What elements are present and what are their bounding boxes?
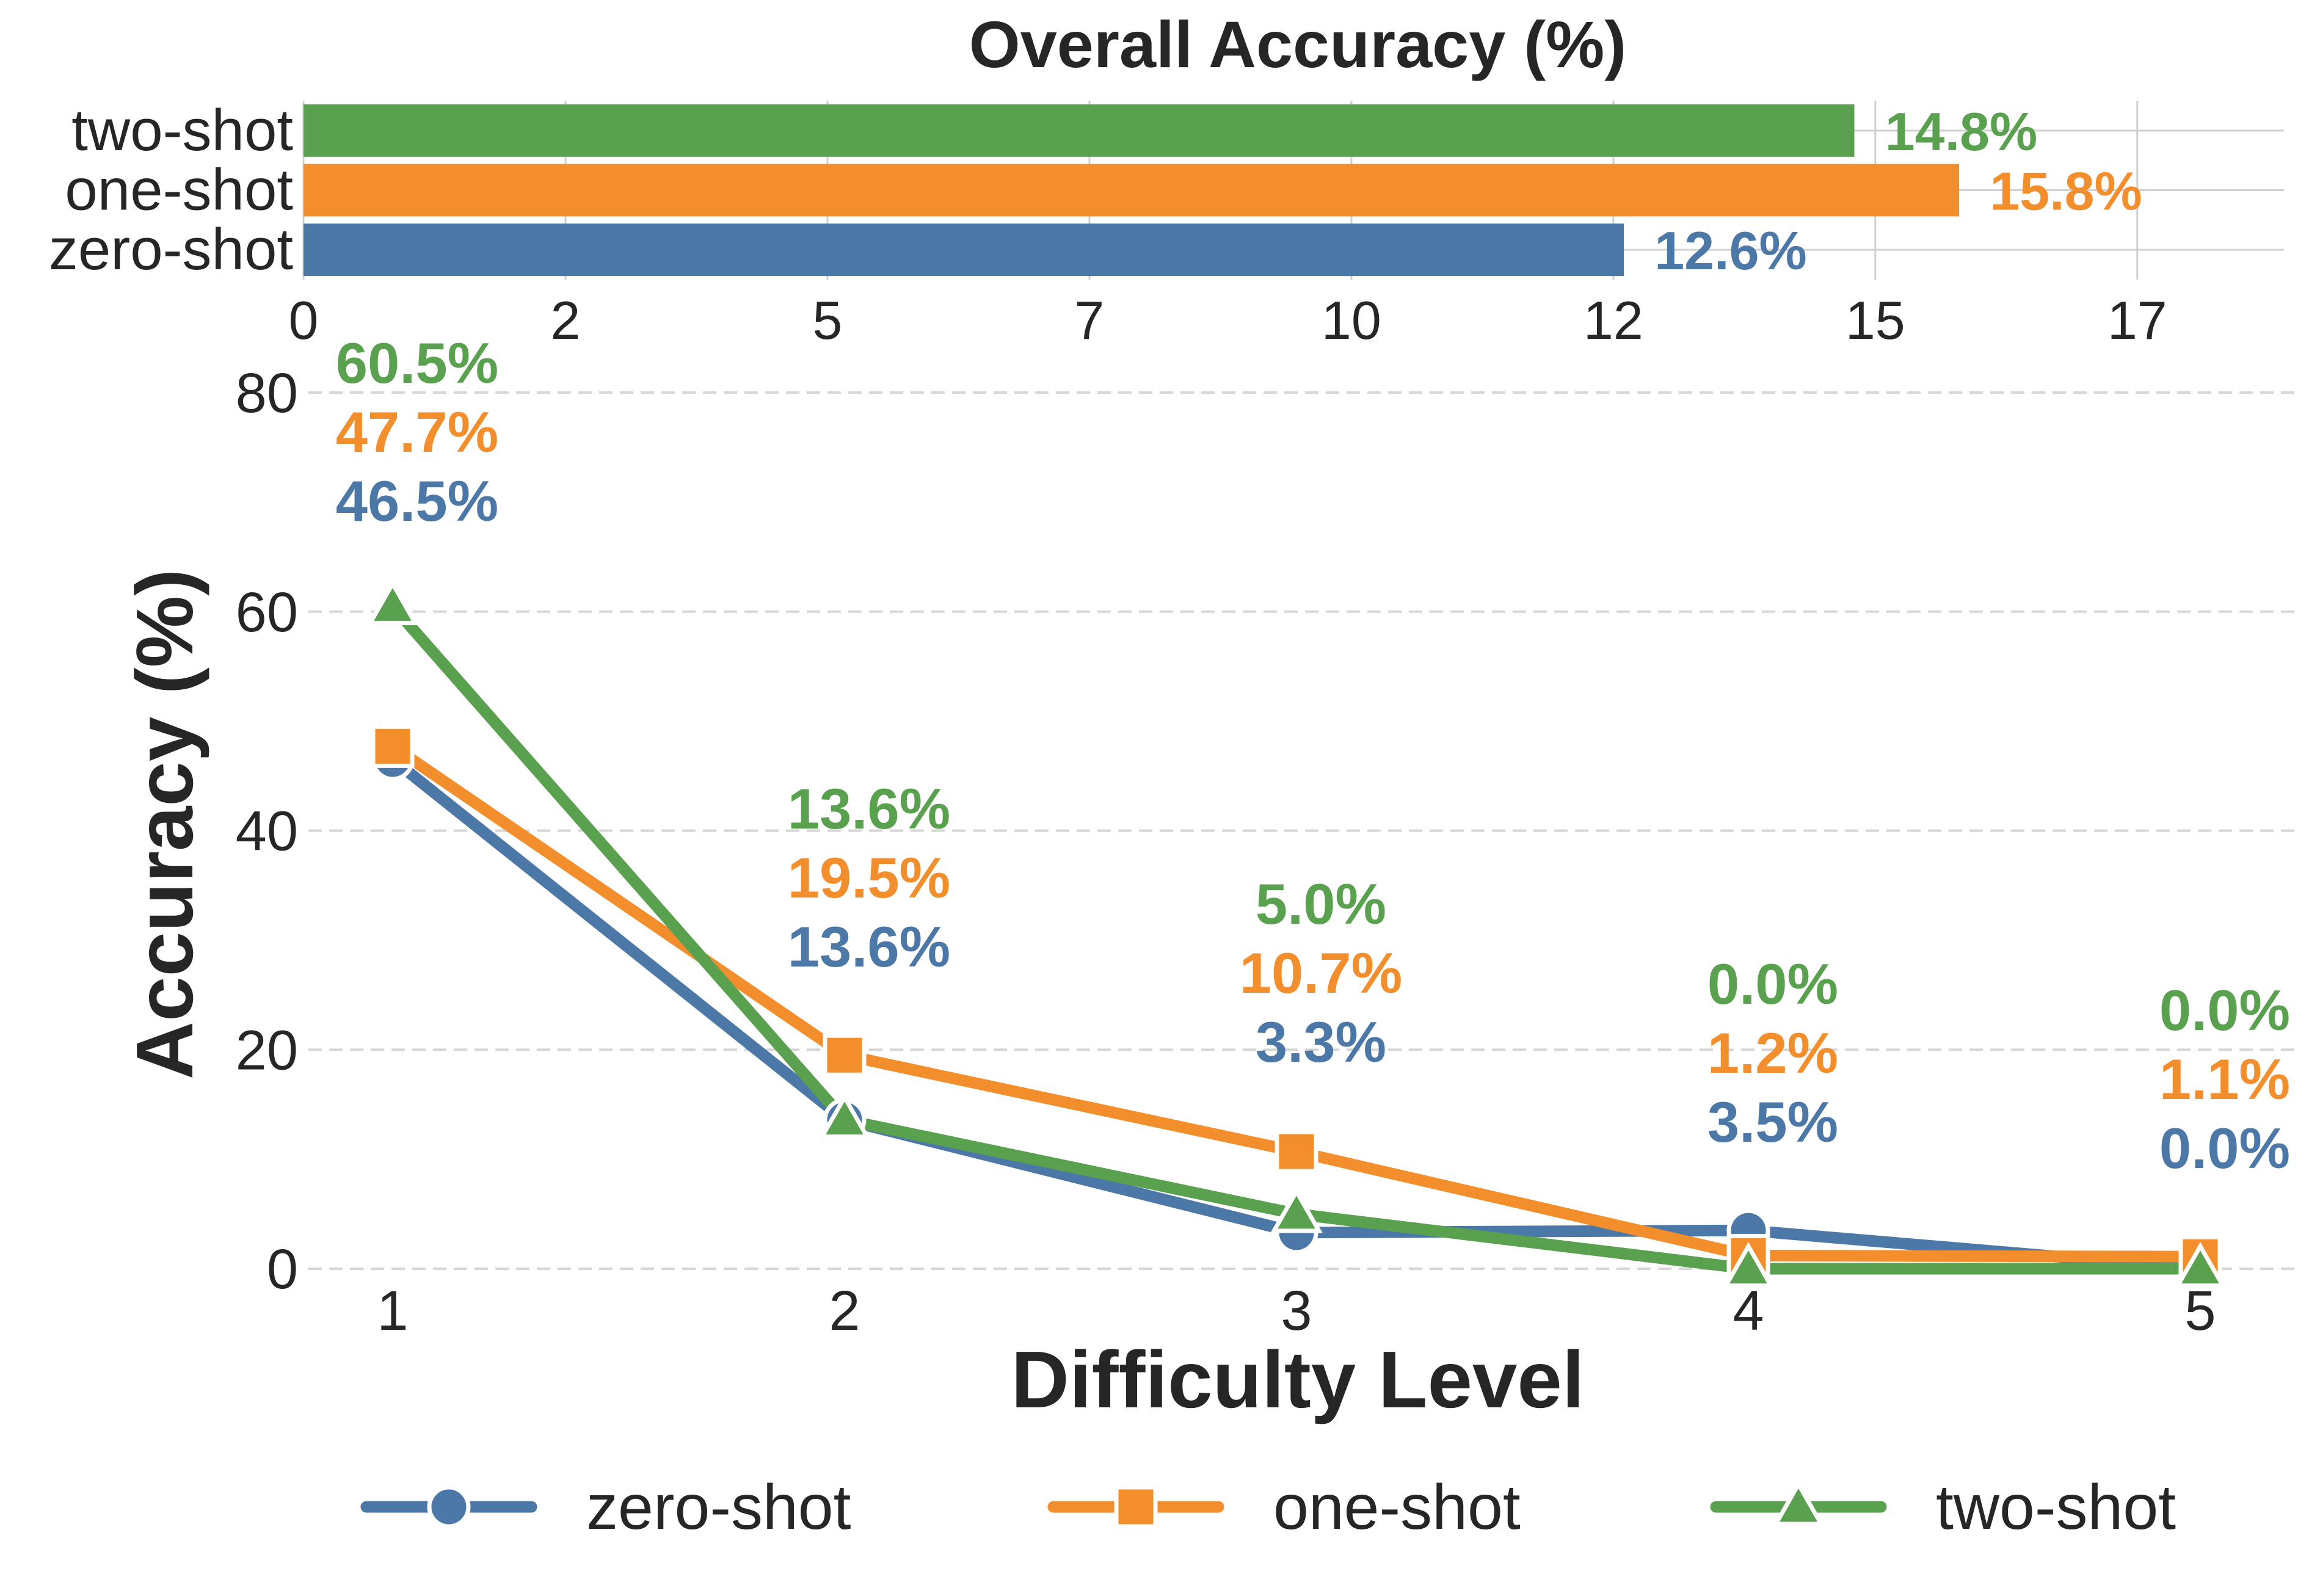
bar-xtick-label: 17	[2107, 290, 2167, 350]
data-point-one-shot	[823, 1033, 867, 1077]
bar-two-shot	[304, 104, 1855, 157]
legend-label-one-shot: one-shot	[1273, 1472, 1521, 1543]
data-point-two-shot	[366, 579, 419, 625]
line-xtick-label: 4	[1733, 1280, 1764, 1342]
data-point-one-shot	[1274, 1130, 1318, 1173]
line-xtick-label: 1	[377, 1280, 408, 1342]
line-ytick-label: 80	[236, 362, 298, 424]
value-label-one-shot: 1.1%	[2159, 1047, 2290, 1111]
value-label-zero-shot: 3.5%	[1707, 1090, 1838, 1154]
legend: zero-shot one-shot two-shot	[360, 1472, 2176, 1543]
bar-one-shot	[304, 164, 1960, 217]
value-label-zero-shot: 46.5%	[336, 469, 499, 533]
bar-category-label: one-shot	[65, 158, 293, 223]
legend-marker-two-shot	[1772, 1479, 1825, 1526]
bar-xtick-label: 10	[1322, 290, 1381, 350]
line-ytick-label: 60	[236, 581, 298, 644]
bar-value-label: 14.8%	[1885, 101, 2038, 162]
bar-value-label: 15.8%	[1990, 161, 2142, 222]
bar-category-label: zero-shot	[49, 217, 293, 282]
bar-xtick-label: 2	[550, 290, 580, 350]
data-point-two-shot	[2174, 1242, 2227, 1288]
data-point-one-shot	[371, 724, 415, 768]
data-point-two-shot	[1722, 1242, 1775, 1288]
bar-chart-title: Overall Accuracy (%)	[969, 7, 1627, 81]
value-label-zero-shot: 13.6%	[788, 915, 951, 979]
bar-xtick-label: 15	[1845, 290, 1905, 350]
value-label-one-shot: 47.7%	[336, 400, 499, 464]
value-label-zero-shot: 0.0%	[2159, 1116, 2290, 1180]
value-label-one-shot: 10.7%	[1240, 941, 1403, 1005]
bar-xtick-label: 7	[1074, 290, 1104, 350]
line-ytick-label: 40	[236, 800, 298, 863]
value-label-two-shot: 5.0%	[1256, 872, 1386, 936]
line-chart-xlabel: Difficulty Level	[1011, 1335, 1585, 1424]
line-xtick-label: 3	[1281, 1280, 1312, 1342]
value-label-two-shot: 60.5%	[336, 331, 499, 395]
value-label-two-shot: 0.0%	[1707, 952, 1838, 1016]
value-label-two-shot: 0.0%	[2159, 978, 2290, 1042]
bar-xtick-label: 5	[812, 290, 842, 350]
legend-marker-zero-shot	[427, 1485, 471, 1529]
value-label-zero-shot: 3.3%	[1256, 1010, 1386, 1074]
bar-category-label: two-shot	[71, 98, 293, 163]
data-point-two-shot	[1270, 1187, 1323, 1233]
bar-zero-shot	[304, 223, 1624, 277]
bar-xtick-label: 12	[1584, 290, 1643, 350]
value-label-one-shot: 1.2%	[1707, 1021, 1838, 1085]
line-ytick-label: 20	[236, 1019, 298, 1081]
data-point-two-shot	[818, 1093, 871, 1139]
line-chart-ylabel: Accuracy (%)	[120, 569, 209, 1079]
line-ytick-label: 0	[267, 1238, 298, 1300]
line-xtick-label: 2	[829, 1280, 860, 1342]
value-label-two-shot: 13.6%	[788, 777, 951, 841]
legend-label-zero-shot: zero-shot	[586, 1472, 851, 1543]
value-label-one-shot: 19.5%	[788, 846, 951, 910]
bar-chart: 0 2 5 7 10 12 15 17 zero-shot 12.6% one-shot 15.8% t…	[49, 98, 2284, 350]
legend-marker-one-shot	[1114, 1485, 1158, 1529]
bar-value-label: 12.6%	[1654, 220, 1807, 281]
bar-xtick-label: 0	[289, 290, 319, 350]
legend-label-two-shot: two-shot	[1936, 1472, 2176, 1543]
